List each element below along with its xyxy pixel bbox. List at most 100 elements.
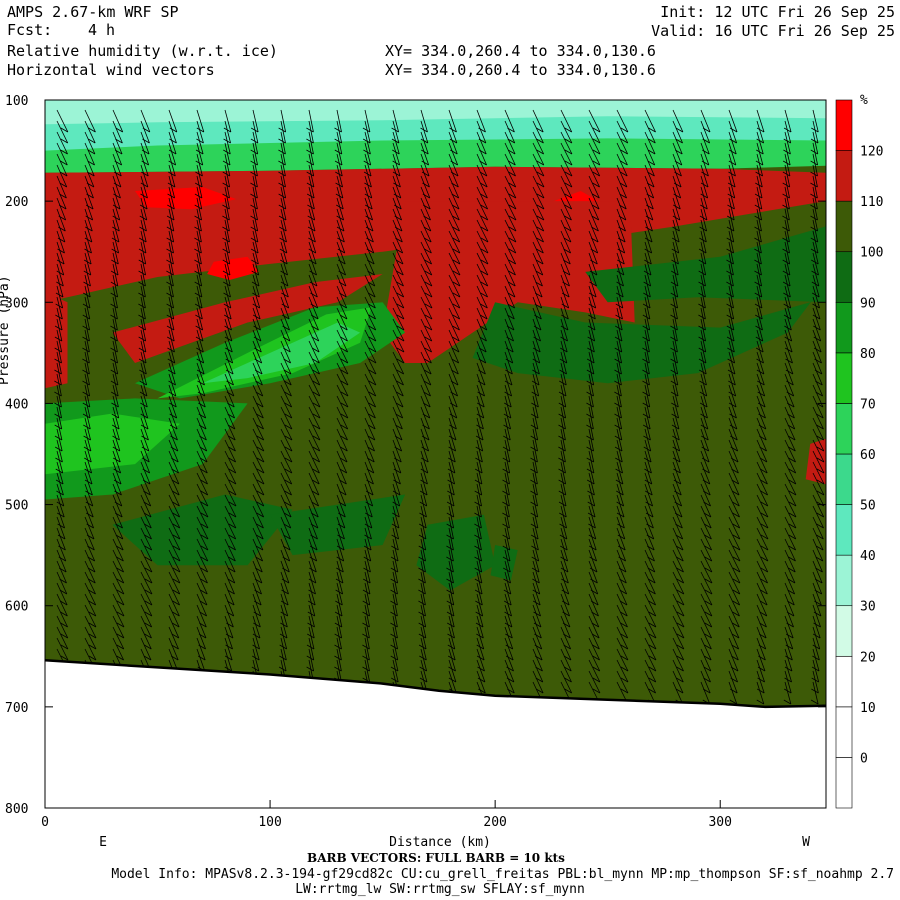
wind-barb-flag-1349 bbox=[757, 380, 765, 386]
wind-barb-604 bbox=[364, 340, 377, 364]
wind-barb-flag-1239 bbox=[698, 336, 706, 342]
wind-barb-flag-190 bbox=[142, 457, 150, 463]
wind-barb-907 bbox=[532, 175, 545, 199]
wind-barb-flag-241 bbox=[170, 435, 178, 441]
wind-barb-557 bbox=[336, 406, 349, 430]
wind-barb-230 bbox=[168, 307, 175, 331]
wind-barb-803 bbox=[476, 197, 489, 221]
wind-barb-407 bbox=[252, 505, 264, 529]
wind-barb-1178 bbox=[672, 241, 679, 265]
wind-barb-225 bbox=[168, 252, 174, 276]
wind-barb-1263 bbox=[700, 593, 713, 617]
wind-barb-1311 bbox=[728, 538, 741, 562]
wind-barb-flag-1336 bbox=[754, 237, 762, 243]
wind-barb-1429 bbox=[784, 670, 792, 694]
wind-barb-119 bbox=[112, 252, 119, 276]
wind-barb-939 bbox=[532, 527, 539, 551]
wind-barb-flag-202 bbox=[144, 589, 153, 595]
wind-barb-flag-556 bbox=[340, 402, 349, 408]
wind-barb-846 bbox=[476, 670, 486, 694]
wind-barb-1352 bbox=[756, 406, 767, 430]
wind-barb-1093 bbox=[616, 472, 624, 496]
wind-barb-flag-1115 bbox=[648, 138, 656, 144]
colorbar-swatch-1 bbox=[835, 706, 853, 758]
wind-barb-325 bbox=[224, 186, 230, 210]
wind-barb-293 bbox=[196, 417, 207, 441]
wind-barb-58 bbox=[84, 164, 95, 188]
wind-barb-flag-1458 bbox=[816, 413, 824, 419]
colorbar-label-20: 20 bbox=[860, 650, 876, 665]
wind-barb-580 bbox=[336, 659, 342, 683]
wind-barb-149 bbox=[112, 582, 125, 606]
wind-barb-781 bbox=[448, 538, 454, 562]
wind-barb-439 bbox=[280, 274, 289, 298]
wind-barb-flag-1284 bbox=[726, 248, 734, 254]
wind-barb-flag-1451 bbox=[813, 336, 821, 342]
wind-barb-flag-1067 bbox=[619, 193, 627, 199]
wind-barb-658 bbox=[392, 351, 405, 375]
wind-barb-flag-1257 bbox=[704, 534, 712, 540]
wind-barb-420 bbox=[252, 648, 260, 672]
wind-barb-flag-532 bbox=[334, 138, 342, 144]
wind-barb-flag-702 bbox=[424, 259, 432, 265]
wind-barb-1122 bbox=[644, 208, 653, 232]
wind-barb-330 bbox=[224, 241, 231, 265]
wind-barb-1014 bbox=[588, 186, 600, 210]
wind-barb-185 bbox=[140, 395, 149, 419]
wind-barb-948 bbox=[532, 626, 543, 650]
wind-barb-flag-906 bbox=[536, 171, 545, 177]
wind-barb-1482 bbox=[812, 670, 819, 694]
wind-barb-355 bbox=[224, 516, 237, 540]
wind-barb-flag-1265 bbox=[704, 622, 712, 628]
wind-barb-flag-2 bbox=[60, 138, 68, 144]
wind-barb-1010 bbox=[588, 142, 601, 166]
wind-barb-flag-408 bbox=[256, 523, 264, 529]
wind-barb-flag-755 bbox=[452, 259, 461, 265]
wind-barb-flag-323 bbox=[222, 171, 231, 177]
wind-barb-67 bbox=[84, 263, 91, 287]
wind-barb-1236 bbox=[700, 296, 706, 320]
wind-barb-flag-1053 bbox=[591, 622, 600, 628]
wind-barb-1134 bbox=[644, 340, 650, 364]
wind-barb-flag-301 bbox=[200, 512, 209, 518]
wind-barb-1045 bbox=[588, 527, 597, 551]
wind-barb-flag-1024 bbox=[588, 303, 596, 309]
wind-barb-1080 bbox=[616, 329, 623, 353]
wind-barb-121 bbox=[112, 274, 119, 298]
wind-barb-202 bbox=[140, 582, 153, 606]
wind-barb-647 bbox=[392, 230, 404, 254]
wind-barb-flag-756 bbox=[452, 270, 461, 276]
wind-barb-flag-678 bbox=[390, 578, 398, 584]
wind-barb-818 bbox=[476, 362, 486, 386]
wind-barb-flag-1159 bbox=[648, 622, 657, 628]
wind-barb-1156 bbox=[644, 582, 656, 606]
wind-barb-flag-800 bbox=[479, 171, 488, 177]
wind-barb-flag-1238 bbox=[698, 325, 706, 331]
wind-barb-681 bbox=[392, 604, 398, 628]
wind-barb-762 bbox=[448, 329, 460, 353]
wind-barb-1124 bbox=[644, 230, 653, 254]
wind-barb-flag-1235 bbox=[698, 292, 706, 298]
wind-barb-0 bbox=[56, 109, 69, 133]
wind-barb-flag-929 bbox=[530, 424, 539, 430]
wind-barb-1167 bbox=[672, 120, 683, 144]
wind-barb-flag-833 bbox=[474, 534, 482, 540]
wind-barb-1405 bbox=[784, 406, 796, 430]
wind-barb-646 bbox=[392, 219, 403, 243]
colorbar-swatch-2 bbox=[835, 655, 853, 708]
wind-barb-283 bbox=[196, 307, 204, 331]
wind-barb-flag-49 bbox=[60, 655, 69, 661]
wind-barb-flag-728 bbox=[418, 545, 426, 551]
wind-barb-1150 bbox=[644, 516, 655, 540]
wind-barb-380 bbox=[252, 208, 259, 232]
wind-barb-1336 bbox=[756, 230, 762, 254]
wind-barb-flag-1174 bbox=[673, 204, 681, 210]
wind-barb-flag-1342 bbox=[754, 303, 763, 309]
wind-barb-864 bbox=[504, 285, 516, 309]
wind-barb-986 bbox=[560, 461, 567, 485]
wind-barb-flag-517 bbox=[309, 556, 317, 562]
wind-barb-413 bbox=[252, 571, 262, 595]
wind-barb-197 bbox=[140, 527, 153, 551]
wind-barb-flag-1112 bbox=[620, 688, 629, 694]
wind-barb-flag-838 bbox=[474, 589, 483, 595]
